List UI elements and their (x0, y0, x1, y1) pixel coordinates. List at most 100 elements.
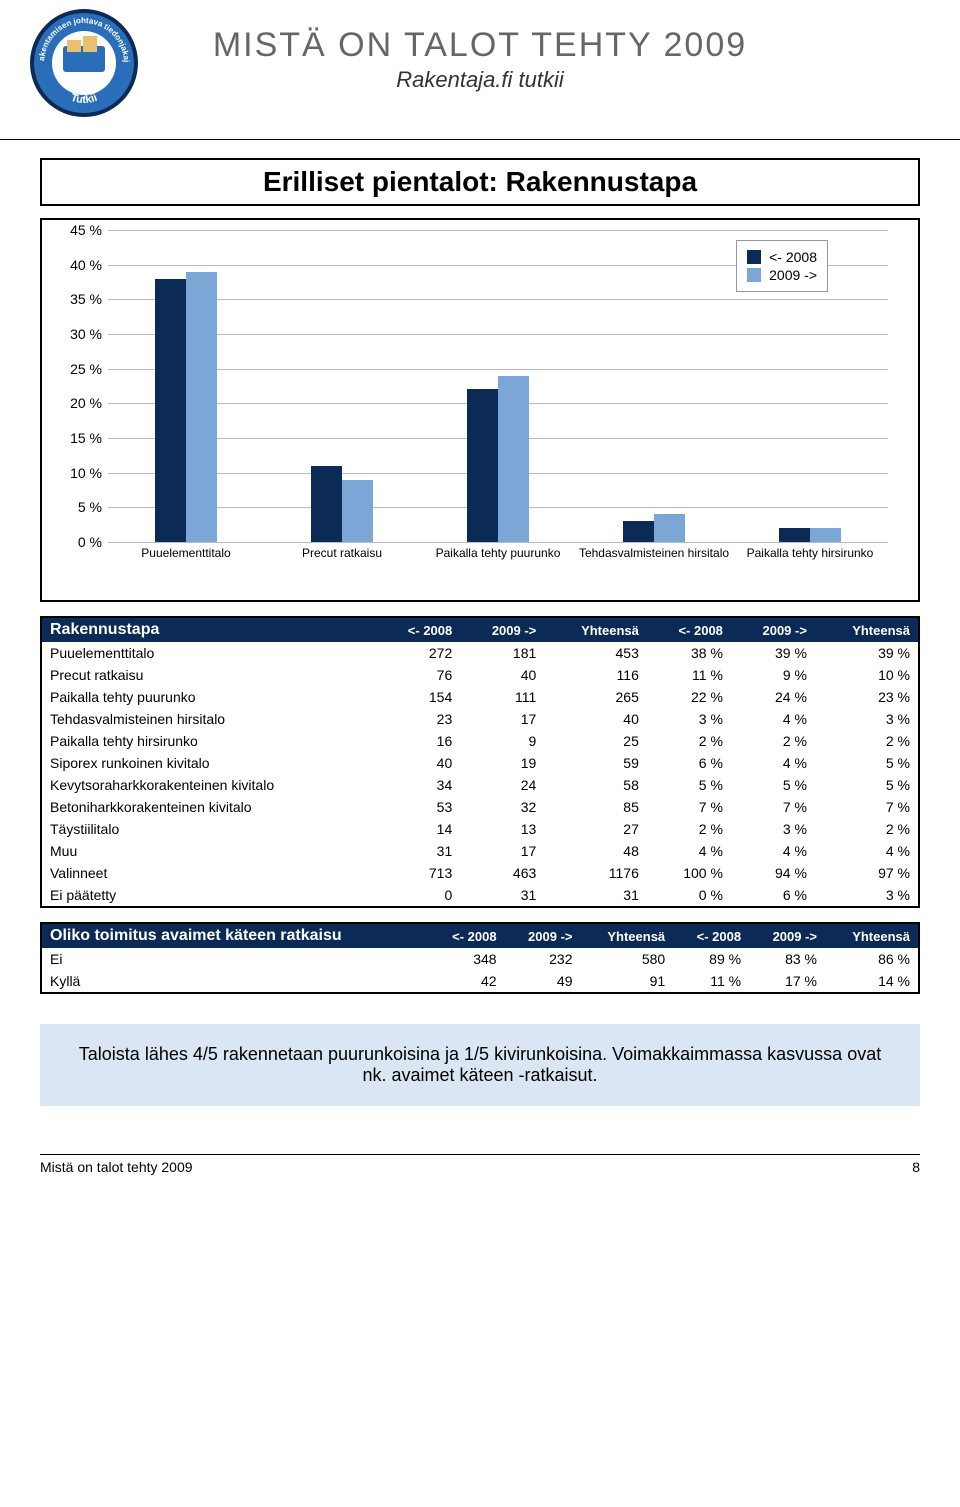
cell-value: 31 (544, 884, 647, 907)
x-axis-label: Paikalla tehty hirsirunko (732, 542, 888, 590)
cell-value: 4 % (731, 708, 815, 730)
table-row: Täystiilitalo1413272 %3 %2 % (41, 818, 919, 840)
legend-item: 2009 -> (747, 267, 817, 283)
bar (779, 528, 810, 542)
column-header: Yhteensä (825, 923, 919, 948)
cell-value: 111 (460, 686, 544, 708)
bar-group (420, 230, 576, 542)
cell-value: 9 % (731, 664, 815, 686)
logo-brand-text: Rakentaja.fi (59, 71, 110, 81)
column-header: <- 2008 (429, 923, 505, 948)
cell-value: 3 % (815, 708, 919, 730)
y-axis-label: 15 % (54, 430, 102, 446)
page-footer: Mistä on talot tehty 2009 8 (40, 1154, 920, 1175)
cell-value: 39 % (731, 642, 815, 664)
cell-value: 53 (376, 796, 460, 818)
cell-value: 2 % (815, 818, 919, 840)
cell-value: 11 % (647, 664, 731, 686)
cell-value: 5 % (815, 774, 919, 796)
cell-value: 580 (580, 948, 673, 970)
cell-value: 31 (460, 884, 544, 907)
cell-value: 3 % (647, 708, 731, 730)
table-row: Siporex runkoinen kivitalo4019596 %4 %5 … (41, 752, 919, 774)
cell-value: 25 (544, 730, 647, 752)
cell-value: 100 % (647, 862, 731, 884)
cell-value: 463 (460, 862, 544, 884)
cell-value: 348 (429, 948, 505, 970)
page-title: MISTÄ ON TALOT TEHTY 2009 (0, 0, 960, 65)
cell-value: 48 (544, 840, 647, 862)
cell-value: 27 (544, 818, 647, 840)
cell-value: 7 % (815, 796, 919, 818)
cell-value: 40 (544, 708, 647, 730)
x-axis-label: Precut ratkaisu (264, 542, 420, 590)
cell-value: 6 % (647, 752, 731, 774)
column-header: Yhteensä (544, 617, 647, 642)
cell-value: 6 % (731, 884, 815, 907)
avaimet-table: Oliko toimitus avaimet käteen ratkaisu<-… (40, 922, 920, 994)
bar (810, 528, 841, 542)
page-subtitle: Rakentaja.fi tutkii (0, 67, 960, 93)
x-axis-label: Paikalla tehty puurunko (420, 542, 576, 590)
cell-value: 265 (544, 686, 647, 708)
cell-value: 40 (460, 664, 544, 686)
cell-value: 85 (544, 796, 647, 818)
cell-value: 94 % (731, 862, 815, 884)
cell-value: 116 (544, 664, 647, 686)
y-axis-label: 35 % (54, 291, 102, 307)
table-row: Muu3117484 %4 %4 % (41, 840, 919, 862)
cell-value: 39 % (815, 642, 919, 664)
y-axis-label: 45 % (54, 222, 102, 238)
legend-label: <- 2008 (769, 249, 817, 265)
cell-value: 32 (460, 796, 544, 818)
cell-value: 3 % (731, 818, 815, 840)
bar-chart: 0 %5 %10 %15 %20 %25 %30 %35 %40 %45 % P… (108, 230, 888, 590)
cell-value: 97 % (815, 862, 919, 884)
y-axis-label: 10 % (54, 465, 102, 481)
cell-value: 31 (376, 840, 460, 862)
bar (654, 514, 685, 542)
cell-value: 4 % (647, 840, 731, 862)
table-row: Ei päätetty031310 %6 %3 % (41, 884, 919, 907)
logo-badge: Rakentamisen johtava tiedonjakaja Tutkii… (24, 8, 144, 118)
legend-item: <- 2008 (747, 249, 817, 265)
table-row: Ei34823258089 %83 %86 % (41, 948, 919, 970)
x-axis-label: Puuelementtitalo (108, 542, 264, 590)
cell-value: 4 % (815, 840, 919, 862)
cell-value: 23 % (815, 686, 919, 708)
y-axis-label: 5 % (54, 499, 102, 515)
rakentaja-logo-icon: Rakentamisen johtava tiedonjakaja Tutkii… (29, 8, 139, 118)
legend-swatch-icon (747, 268, 761, 282)
summary-callout: Taloista lähes 4/5 rakennetaan puurunkoi… (40, 1024, 920, 1106)
cell-value: 58 (544, 774, 647, 796)
cell-value: 16 (376, 730, 460, 752)
bar (467, 389, 498, 542)
cell-value: 9 (460, 730, 544, 752)
cell-value: 2 % (815, 730, 919, 752)
y-axis-label: 20 % (54, 395, 102, 411)
cell-value: 42 (429, 970, 505, 993)
row-label: Paikalla tehty puurunko (41, 686, 376, 708)
bar (186, 272, 217, 542)
row-label: Ei päätetty (41, 884, 376, 907)
cell-value: 49 (505, 970, 581, 993)
x-axis-label: Tehdasvalmisteinen hirsitalo (576, 542, 732, 590)
column-header: <- 2008 (647, 617, 731, 642)
cell-value: 86 % (825, 948, 919, 970)
chart-container: 0 %5 %10 %15 %20 %25 %30 %35 %40 %45 % P… (40, 218, 920, 602)
row-label: Muu (41, 840, 376, 862)
section-title: Erilliset pientalot: Rakennustapa (40, 158, 920, 206)
bar (311, 466, 342, 542)
column-header: 2009 -> (460, 617, 544, 642)
cell-value: 453 (544, 642, 647, 664)
cell-value: 14 (376, 818, 460, 840)
column-header: Yhteensä (815, 617, 919, 642)
cell-value: 272 (376, 642, 460, 664)
bar (498, 376, 529, 542)
y-axis-label: 30 % (54, 326, 102, 342)
cell-value: 154 (376, 686, 460, 708)
row-label: Betoniharkkorakenteinen kivitalo (41, 796, 376, 818)
y-axis-label: 0 % (54, 534, 102, 550)
cell-value: 713 (376, 862, 460, 884)
column-header: <- 2008 (673, 923, 749, 948)
